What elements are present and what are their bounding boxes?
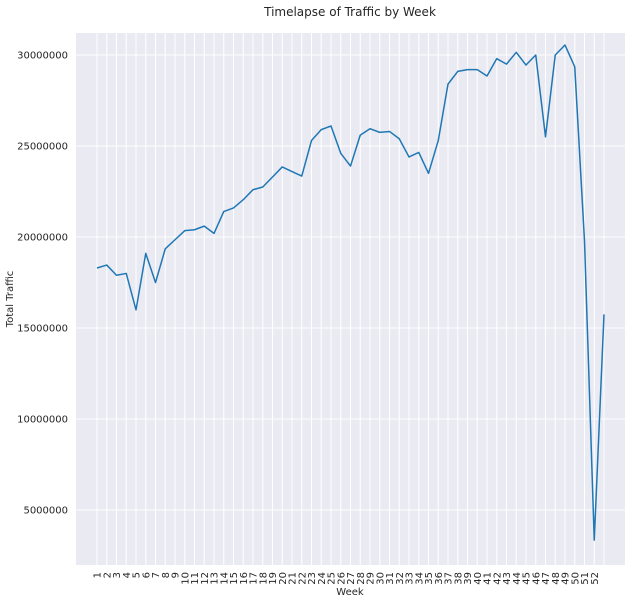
- x-tick-label: 49: [561, 572, 572, 585]
- x-tick-label: 48: [551, 572, 562, 585]
- x-tick-label: 45: [522, 572, 533, 585]
- x-tick-label: 50: [570, 572, 581, 585]
- x-tick-label: 3: [112, 572, 123, 578]
- x-tick-label: 1: [93, 572, 104, 578]
- x-tick-label: 23: [307, 572, 318, 585]
- x-tick-label: 33: [405, 572, 416, 585]
- x-tick-label: 36: [434, 572, 445, 585]
- x-tick-label: 46: [531, 572, 542, 585]
- x-tick-label: 51: [580, 572, 591, 585]
- x-axis-label: Week: [336, 587, 364, 598]
- x-tick-label: 44: [512, 572, 523, 585]
- x-tick-label: 15: [229, 572, 240, 585]
- x-tick-label: 13: [210, 572, 221, 585]
- x-tick-label: 20: [278, 572, 289, 585]
- y-tick-label: 20000000: [17, 233, 68, 244]
- x-tick-label: 24: [317, 572, 328, 585]
- x-tick-label: 39: [463, 572, 474, 585]
- y-tick-label: 30000000: [17, 51, 68, 62]
- x-tick-label: 41: [483, 572, 494, 585]
- x-tick-label: 19: [268, 572, 279, 585]
- x-tick-label: 7: [151, 572, 162, 578]
- x-tick-label: 18: [258, 572, 269, 585]
- y-axis-label: Total Traffic: [5, 271, 16, 329]
- x-tick-label: 6: [141, 572, 152, 578]
- x-tick-label: 31: [385, 572, 396, 585]
- x-tick-label: 34: [414, 572, 425, 585]
- y-tick-label: 25000000: [17, 142, 68, 153]
- x-tick-label: 2: [102, 572, 113, 578]
- y-tick-label: 5000000: [23, 506, 68, 517]
- x-tick-label: 47: [541, 572, 552, 585]
- x-tick-label: 8: [161, 572, 172, 578]
- x-tick-label: 52: [590, 572, 601, 585]
- x-tick-label: 37: [444, 572, 455, 585]
- x-tick-label: 17: [249, 572, 260, 585]
- y-tick-label: 15000000: [17, 324, 68, 335]
- x-tick-label: 16: [239, 572, 250, 585]
- x-tick-label: 32: [395, 572, 406, 585]
- x-tick-label: 5: [132, 572, 143, 578]
- x-tick-label: 25: [327, 572, 338, 585]
- chart-title: Timelapse of Traffic by Week: [263, 5, 436, 19]
- x-tick-label: 4: [122, 572, 133, 578]
- x-tick-label: 21: [288, 572, 299, 585]
- x-tick-label: 30: [375, 572, 386, 585]
- x-tick-label: 35: [424, 572, 435, 585]
- x-tick-label: 43: [502, 572, 513, 585]
- x-tick-label: 9: [171, 572, 182, 578]
- x-tick-label: 10: [180, 572, 191, 585]
- x-tick-label: 12: [200, 572, 211, 585]
- line-series: [96, 44, 605, 541]
- x-tick-label: 26: [336, 572, 347, 585]
- x-tick-label: 22: [297, 572, 308, 585]
- x-tick-label: 27: [346, 572, 357, 585]
- x-tick-label: 14: [219, 572, 230, 585]
- x-tick-label: 38: [453, 572, 464, 585]
- x-tick-label: 29: [366, 572, 377, 585]
- x-tick-label: 28: [356, 572, 367, 585]
- x-tick-label: 42: [492, 572, 503, 585]
- x-tick-label: 40: [473, 572, 484, 585]
- y-tick-label: 10000000: [17, 415, 68, 426]
- x-tick-label: 11: [190, 572, 201, 585]
